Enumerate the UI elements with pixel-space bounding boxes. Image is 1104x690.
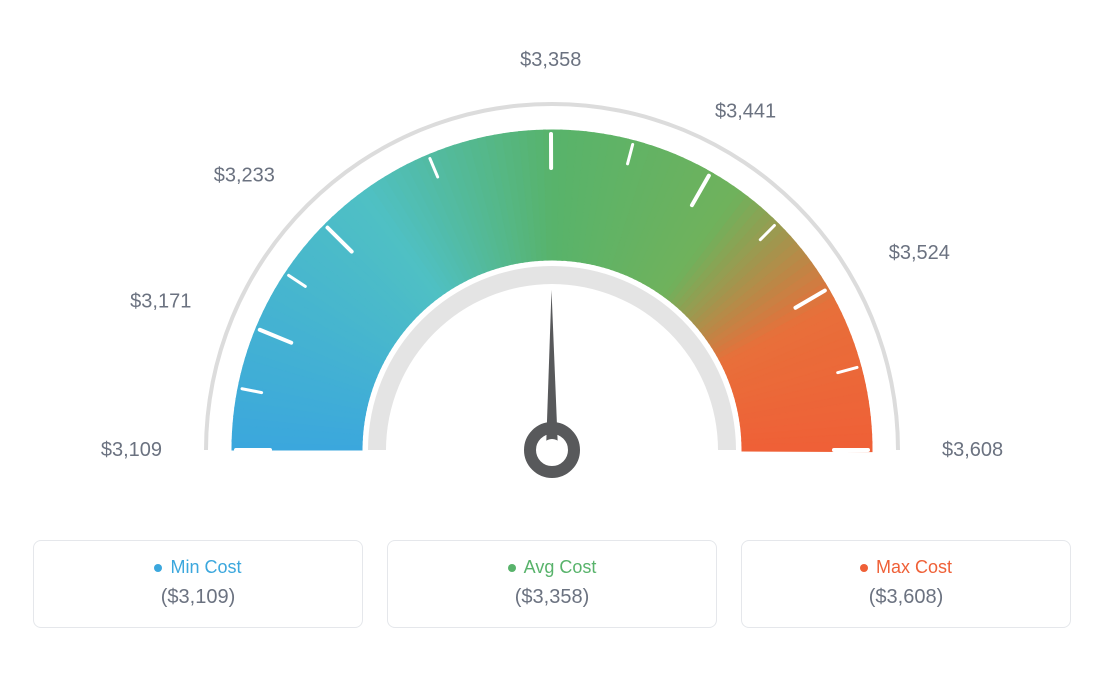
gauge-tick-label: $3,524 bbox=[889, 242, 950, 264]
max-cost-value: ($3,608) bbox=[762, 586, 1050, 609]
avg-cost-label-row: Avg Cost bbox=[408, 557, 696, 578]
avg-cost-card: Avg Cost ($3,358) bbox=[387, 540, 717, 628]
gauge-tick-label: $3,233 bbox=[214, 165, 275, 187]
min-cost-value: ($3,109) bbox=[54, 586, 342, 609]
gauge-svg: $3,109 $3,171 $3,233 $3,358 $3,441 $3,524 $3,6… bbox=[72, 20, 1032, 520]
min-cost-card: Min Cost ($3,109) bbox=[33, 540, 363, 628]
gauge-needle-hub-inner bbox=[541, 439, 563, 461]
gauge-tick-label: $3,441 bbox=[715, 100, 776, 122]
gauge-tick-label: $3,171 bbox=[130, 291, 191, 313]
gauge-tick-label: $3,109 bbox=[101, 439, 162, 461]
max-cost-dot bbox=[860, 564, 868, 572]
cost-gauge-chart: $3,109 $3,171 $3,233 $3,358 $3,441 $3,524 $3,6… bbox=[30, 20, 1074, 628]
gauge-svg-container: $3,109 $3,171 $3,233 $3,358 $3,441 $3,524 $3,6… bbox=[30, 20, 1074, 520]
max-cost-label-row: Max Cost bbox=[762, 557, 1050, 578]
min-cost-label-row: Min Cost bbox=[54, 557, 342, 578]
avg-cost-value: ($3,358) bbox=[408, 586, 696, 609]
min-cost-label: Min Cost bbox=[170, 557, 241, 578]
max-cost-label: Max Cost bbox=[876, 557, 952, 578]
avg-cost-label: Avg Cost bbox=[524, 557, 597, 578]
avg-cost-dot bbox=[508, 564, 516, 572]
gauge-tick-label: $3,358 bbox=[520, 49, 581, 71]
min-cost-dot bbox=[154, 564, 162, 572]
gauge-tick-label: $3,608 bbox=[942, 439, 1003, 461]
summary-cards: Min Cost ($3,109) Avg Cost ($3,358) Max … bbox=[30, 540, 1074, 628]
max-cost-card: Max Cost ($3,608) bbox=[741, 540, 1071, 628]
